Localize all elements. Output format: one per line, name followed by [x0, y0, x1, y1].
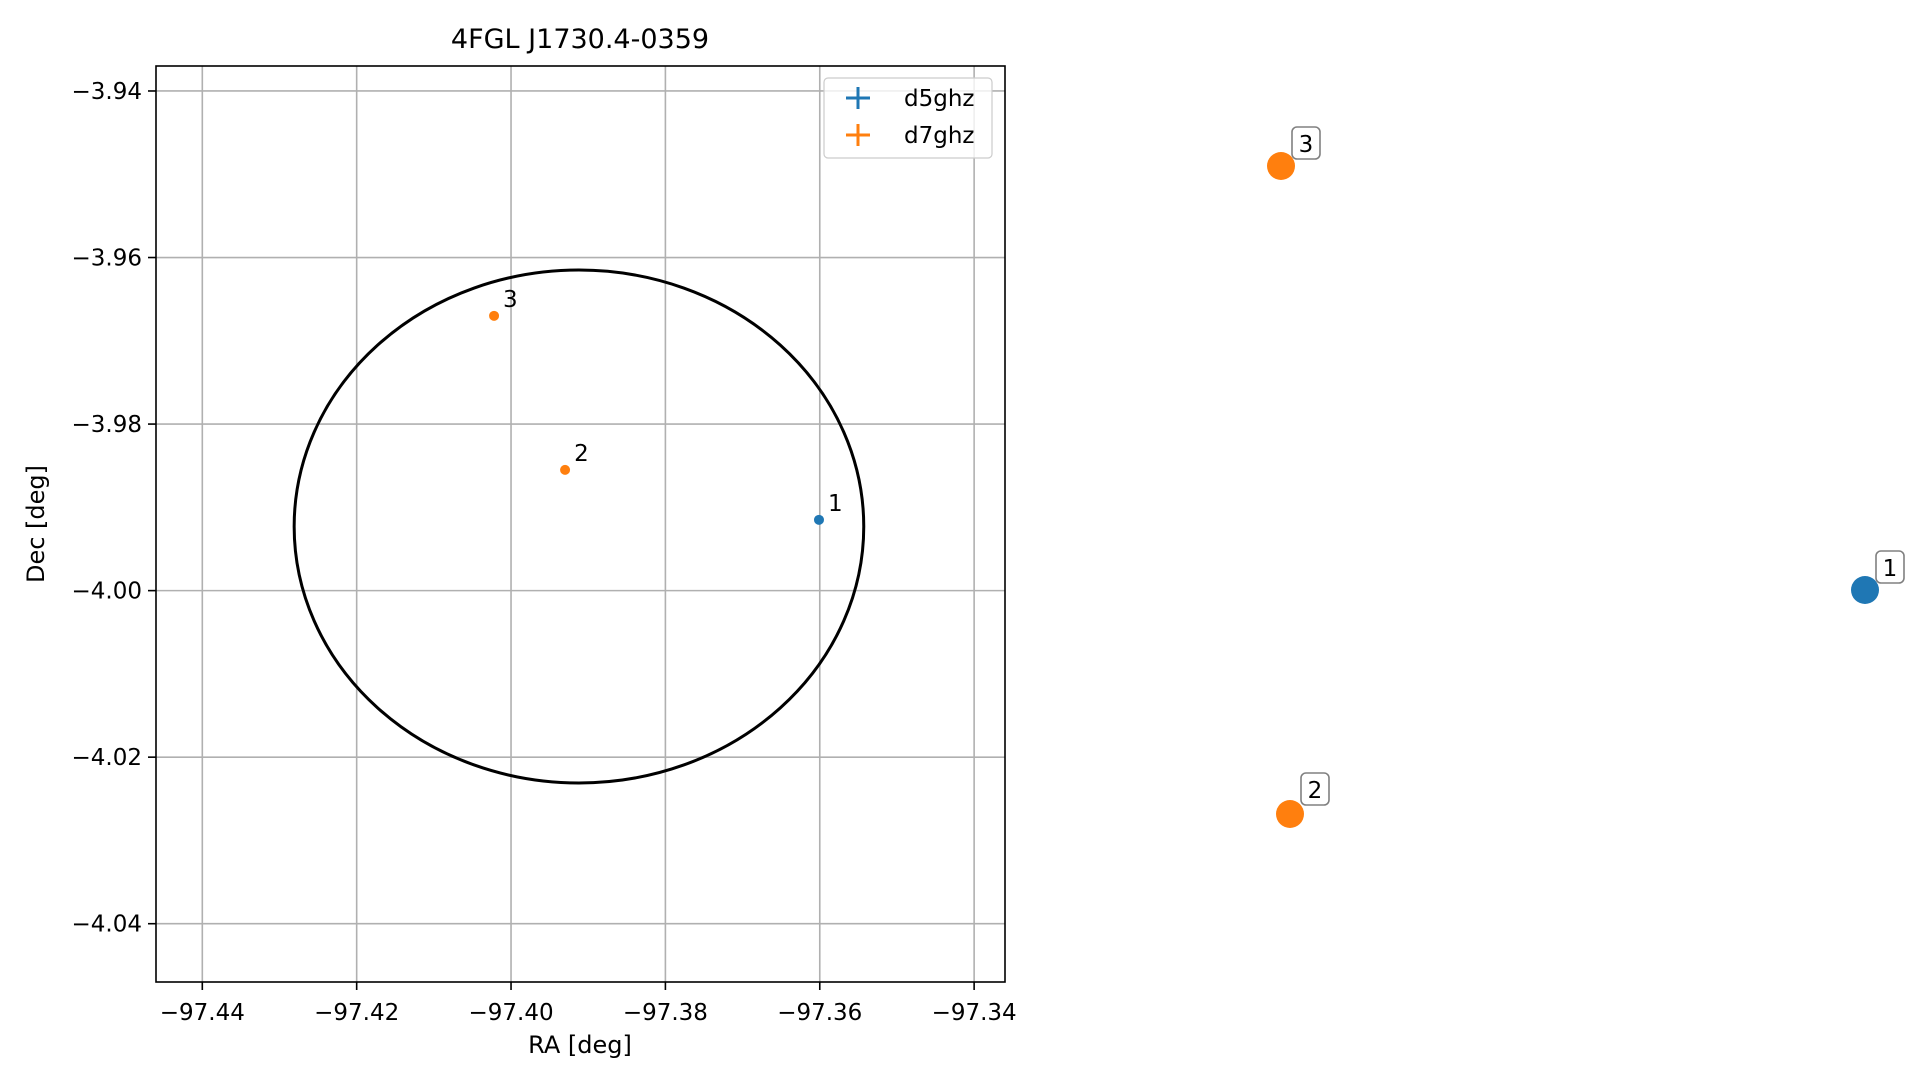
side-marker-3 — [1267, 152, 1295, 180]
point-d7ghz-2 — [560, 464, 571, 475]
side-marker-2 — [1276, 800, 1304, 828]
legend-marker-d7ghz — [846, 124, 870, 146]
axes-frame — [155, 65, 1006, 983]
y-axis-label: Dec [deg] — [22, 465, 50, 583]
point-label-3: 3 — [503, 287, 518, 313]
side-label-box-1 — [1875, 550, 1905, 584]
x-axis-label: RA [deg] — [528, 1031, 632, 1059]
main-plot: 4FGL J1730.4-0359 1 2 3 −97.44 −97.42 −97.40… — [22, 24, 1017, 1059]
side-point-1: 1 — [1851, 550, 1905, 604]
error-ellipse — [292, 268, 866, 785]
x-tick-label: −97.36 — [777, 1000, 862, 1026]
y-tick-label: −4.02 — [72, 745, 142, 771]
legend-label-d5ghz: d5ghz — [904, 86, 974, 112]
side-label-2: 2 — [1308, 778, 1323, 804]
grid — [156, 66, 1005, 982]
side-label-3: 3 — [1299, 132, 1314, 158]
side-label-1: 1 — [1883, 556, 1898, 582]
uncertainty-ellipse — [292, 268, 866, 785]
data-points: 1 2 3 — [489, 287, 843, 525]
side-point-2: 2 — [1276, 772, 1330, 828]
chart-title: 4FGL J1730.4-0359 — [451, 24, 709, 55]
side-panel: 3 1 2 — [1267, 126, 1905, 828]
x-tick-label: −97.42 — [314, 1000, 399, 1026]
x-tick-label: −97.44 — [160, 1000, 245, 1026]
legend-label-d7ghz: d7ghz — [904, 123, 974, 149]
point-label-1: 1 — [828, 491, 843, 517]
x-tick-label: −97.40 — [468, 1000, 553, 1026]
point-d7ghz-3 — [489, 310, 500, 321]
side-label-box-3 — [1291, 126, 1321, 160]
side-point-3: 3 — [1267, 126, 1321, 180]
y-tick-label: −3.98 — [72, 412, 142, 438]
axis-ticks: −97.44 −97.42 −97.40 −97.38 −97.36 −97.34 −3.9… — [72, 79, 1017, 1026]
y-tick-label: −4.04 — [72, 912, 142, 938]
legend-marker-d5ghz — [846, 87, 870, 109]
x-tick-label: −97.38 — [623, 1000, 708, 1026]
legend: d5ghz d7ghz — [823, 77, 993, 159]
point-label-2: 2 — [574, 441, 589, 467]
y-tick-label: −3.96 — [72, 246, 142, 272]
y-tick-label: −3.94 — [72, 79, 142, 105]
point-d5ghz-1 — [813, 514, 824, 525]
side-marker-1 — [1851, 576, 1879, 604]
x-tick-label: −97.34 — [932, 1000, 1017, 1026]
side-label-box-2 — [1300, 772, 1330, 806]
y-tick-label: −4.00 — [72, 579, 142, 605]
